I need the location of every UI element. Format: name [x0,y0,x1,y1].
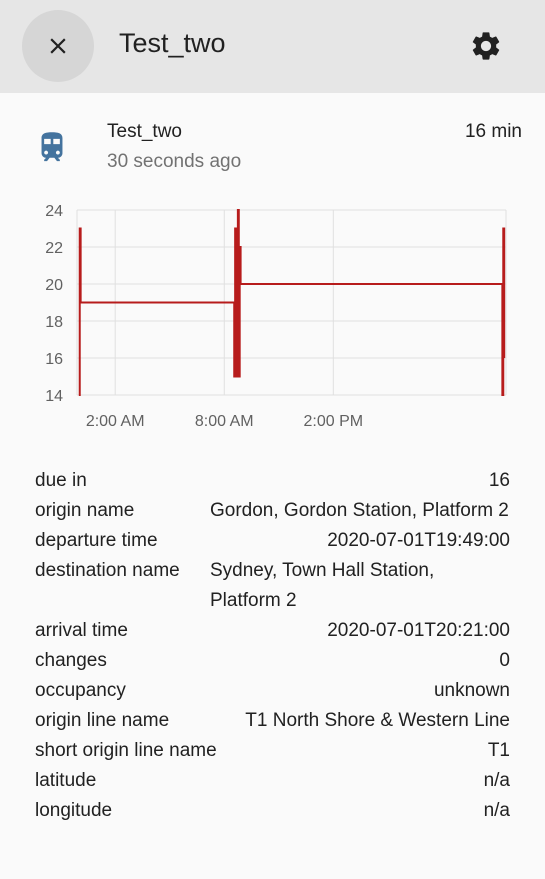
close-icon [50,38,66,54]
attribute-value: Sydney, Town Hall Station, Platform 2 [210,560,435,611]
y-tick-label: 22 [45,240,63,257]
attribute-key: destination name [35,560,180,581]
attribute-value: 0 [499,650,510,671]
attribute-row: destination name Sydney, Town Hall Statio… [35,556,510,616]
attribute-key: arrival time [35,620,128,641]
attribute-value: T1 North Shore & Western Line [245,710,510,731]
attribute-row: departure time 2020-07-01T19:49:00 [35,526,510,556]
x-tick-label: 8:00 AM [195,413,254,430]
dialog-title: Test_two [119,28,226,58]
attribute-key: changes [35,650,107,671]
attribute-row: arrival time 2020-07-01T20:21:00 [35,616,510,646]
attribute-row: due in 16 [35,466,510,496]
attribute-key: occupancy [35,680,126,701]
y-tick-label: 14 [45,388,63,405]
attribute-value: Gordon, Gordon Station, Platform 2 [210,500,509,521]
series-line [78,209,506,396]
y-tick-label: 20 [45,277,63,294]
attribute-row: origin line name T1 North Shore & Western… [35,706,510,736]
attribute-key: origin name [35,500,135,521]
attribute-row: changes 0 [35,646,510,676]
entity-state: 16 min [464,121,522,142]
last-updated: 30 seconds ago [107,151,242,172]
settings-button[interactable] [464,24,508,68]
attribute-key: latitude [35,770,97,791]
attribute-value: 16 [488,470,510,491]
attribute-key: origin line name [35,710,170,731]
dialog-header: Test_two [0,0,545,93]
attribute-row: short origin line name T1 [35,736,510,766]
attribute-key: longitude [35,800,113,821]
attribute-value: unknown [433,680,510,701]
attribute-value: 2020-07-01T20:21:00 [327,620,510,641]
history-chart[interactable]: 14 16 18 20 22 24 2:00 AM 8:00 AM 2:00 PM [0,195,545,440]
x-tick-label: 2:00 PM [304,413,364,430]
history-chart-svg: 14 16 18 20 22 24 2:00 AM 8:00 AM 2:00 PM [45,203,507,430]
attribute-key: short origin line name [35,740,217,761]
attribute-row: latitude n/a [35,766,510,796]
attribute-value: n/a [483,770,510,791]
y-tick-label: 18 [45,314,63,331]
y-tick-label: 16 [45,351,63,368]
attribute-key: departure time [35,530,158,551]
attribute-row: occupancy unknown [35,676,510,706]
attribute-row: longitude n/a [35,796,510,826]
attribute-row: origin name Gordon, Gordon Station, Platf… [35,496,510,526]
gear-icon [472,32,500,60]
attribute-key: due in [35,470,87,491]
attribute-value: 2020-07-01T19:49:00 [327,530,510,551]
entity-name: Test_two [107,121,182,142]
attribute-value: n/a [483,800,510,821]
x-tick-label: 2:00 AM [86,413,145,430]
attribute-value: T1 [487,740,510,761]
train-icon [36,131,68,165]
close-button[interactable] [22,10,94,82]
attributes-table: due in 16 origin name Gordon, Gordon Statio… [35,466,510,826]
y-tick-label: 24 [45,203,63,220]
